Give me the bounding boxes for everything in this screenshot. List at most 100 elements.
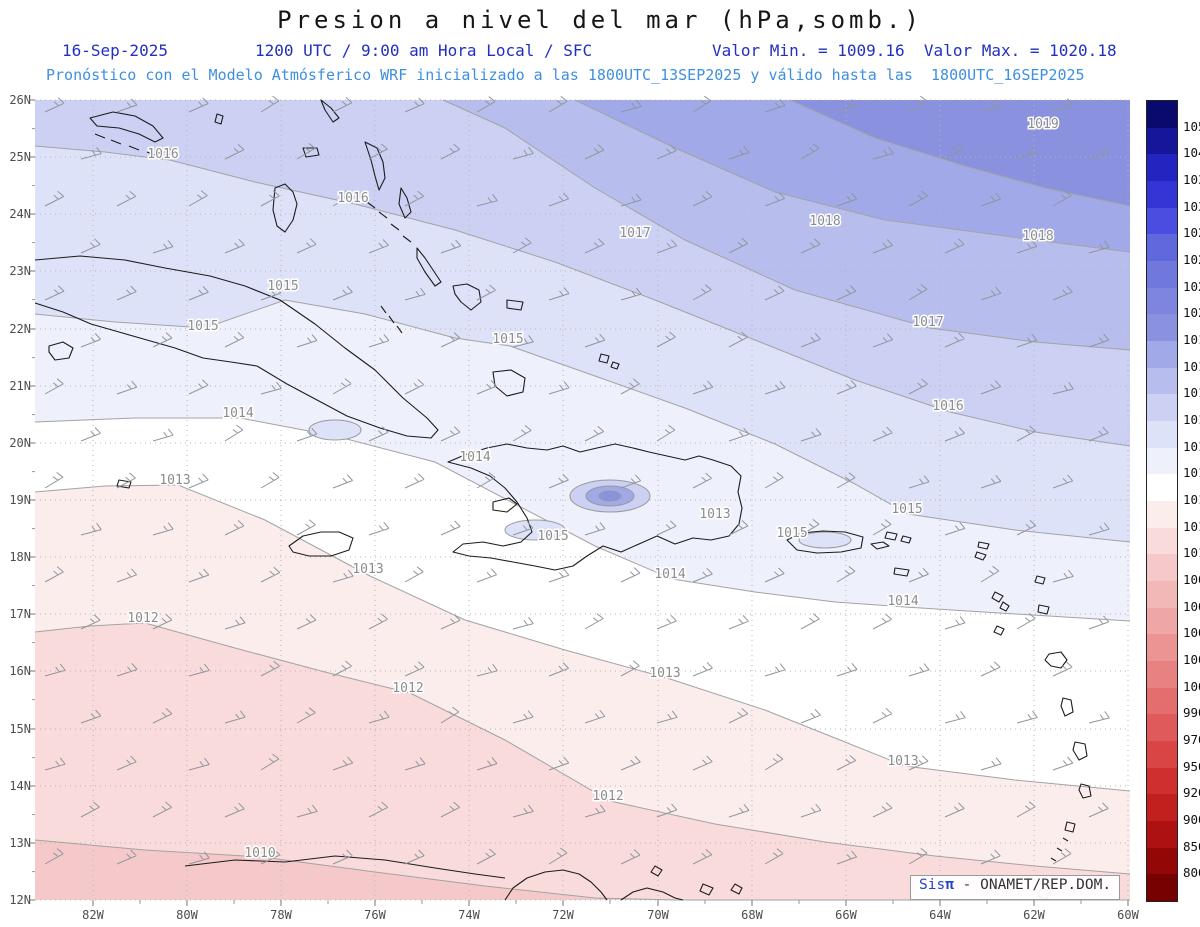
coast-isla-juventud <box>48 341 74 361</box>
page-title: Presion a nivel del mar (hPa,somb.) <box>277 6 923 34</box>
isobar-value-labels: 1016 1016 1017 1018 1019 1018 1015 1015 1015 1017… <box>126 116 1060 863</box>
lon-label: 66W <box>835 908 857 922</box>
colorbar-tick-label: 1025 <box>1183 252 1200 267</box>
colorbar-tick-label: 1022 <box>1183 279 1200 294</box>
header-min-max: Valor Min. = 1009.16 Valor Max. = 1020.1… <box>712 41 1117 60</box>
pressure-map: 1016 1016 1017 1018 1019 1018 1015 1015 1015 1017… <box>9 95 1139 922</box>
coast-st-lucia <box>1078 783 1092 799</box>
contour-label: 1019 <box>1027 117 1058 132</box>
coastlines <box>34 99 1092 901</box>
colorbar-tick-label: 1016 <box>1183 412 1200 427</box>
colorbar <box>1146 100 1178 902</box>
coast-puerto-rico <box>786 530 864 554</box>
colorbar-cell <box>1147 394 1177 421</box>
coast-montserrat <box>993 625 1005 636</box>
contour-label: 1016 <box>932 399 963 414</box>
contour-label: 1017 <box>619 226 650 241</box>
contour-label: 1012 <box>127 611 158 626</box>
colorbar-cell <box>1147 501 1177 528</box>
coast-grenadines <box>1050 837 1069 862</box>
brand-suffix: - ONAMET/REP.DOM. <box>953 877 1112 893</box>
colorbar-tick-label: 1012 <box>1183 519 1200 534</box>
coast-dominica <box>1060 697 1074 717</box>
colorbar-cell <box>1147 181 1177 208</box>
lon-label: 82W <box>82 908 104 922</box>
lat-label: 23N <box>9 264 31 278</box>
lat-label: 20N <box>9 436 31 450</box>
colorbar-cell <box>1147 554 1177 581</box>
contour-label: 1014 <box>654 567 685 582</box>
latlon-grid <box>35 99 1130 901</box>
contour-label: 1012 <box>392 681 423 696</box>
coast-cat-island <box>398 187 412 219</box>
colorbar-tick-label: 850 <box>1183 839 1200 854</box>
colorbar-cell <box>1147 368 1177 394</box>
colorbar-tick-label: 1008 <box>1183 572 1200 587</box>
brand-sis: Sis <box>919 877 946 893</box>
lon-label: 80W <box>176 908 198 922</box>
contour-label: 1013 <box>159 473 190 488</box>
contour-label: 1015 <box>187 319 218 334</box>
coast-abaco <box>320 99 340 123</box>
lon-label: 60W <box>1117 908 1139 922</box>
colorbar-cell <box>1147 634 1177 661</box>
lat-label: 15N <box>9 722 31 736</box>
contour-label: 1016 <box>147 147 178 162</box>
lat-label: 18N <box>9 550 31 564</box>
colorbar-cell <box>1147 288 1177 314</box>
colorbar-tick-label: 1019 <box>1183 332 1200 347</box>
contour-label: 1018 <box>809 214 840 229</box>
colorbar-tick-label: 1035 <box>1183 172 1200 187</box>
wind-barbs <box>44 95 1110 865</box>
colorbar-cell <box>1147 581 1177 608</box>
coast-gonave <box>492 497 518 513</box>
colorbar-tick-label: 1020 <box>1183 305 1200 320</box>
colorbar-cell <box>1147 448 1177 474</box>
contour-label: 1013 <box>649 666 680 681</box>
coast-florida-keys <box>94 133 158 157</box>
contour-label: 1013 <box>887 754 918 769</box>
coast-exuma-cays <box>366 201 412 243</box>
contour-label: 1013 <box>352 562 383 577</box>
lat-label: 25N <box>9 150 31 164</box>
header-time: 1200 UTC / 9:00 am Hora Local / SFC <box>255 41 593 60</box>
coast-jamaica <box>288 531 354 557</box>
coast-hispaniola <box>447 443 743 571</box>
colorbar-tick-label: 1050 <box>1183 119 1200 134</box>
contour-label: 1016 <box>337 191 368 206</box>
coast-st-kitts-nevis <box>991 591 1010 612</box>
axis-labels: 26N 25N 24N 23N 22N 21N 20N 19N 18N 17N 16N 15N 14N 1… <box>9 95 1139 922</box>
coast-great-inagua <box>492 369 526 397</box>
colorbar-cell <box>1147 608 1177 634</box>
lon-label: 62W <box>1023 908 1045 922</box>
colorbar-cell <box>1147 661 1177 688</box>
lat-label: 26N <box>9 95 31 107</box>
coast-martinique <box>1072 741 1088 761</box>
colorbar-tick-label: 1004 <box>1183 625 1200 640</box>
coast-venezuela-coast <box>620 887 684 901</box>
colorbar-tick-label: 1018 <box>1183 359 1200 374</box>
colorbar-tick-label: 1013 <box>1183 492 1200 507</box>
lon-label: 68W <box>741 908 763 922</box>
contour-label: 1017 <box>912 315 943 330</box>
contour-label: 1015 <box>267 279 298 294</box>
coast-curacao <box>699 883 714 896</box>
coast-anguilla-st-martin <box>974 541 990 561</box>
colorbar-tick-label: 990 <box>1183 705 1200 720</box>
colorbar-tick-label: 1014 <box>1183 465 1200 480</box>
contour-label: 1014 <box>887 594 918 609</box>
coast-guajira-peninsula <box>504 869 608 901</box>
coast-colombia-coast <box>184 855 506 879</box>
colorbar-cell <box>1147 688 1177 714</box>
colorbar-tick-label: 1002 <box>1183 652 1200 667</box>
lon-label: 74W <box>458 908 480 922</box>
colorbar-cell <box>1147 821 1177 848</box>
colorbar-cell <box>1147 234 1177 261</box>
colorbar-cell <box>1147 528 1177 554</box>
colorbar-cell <box>1147 794 1177 821</box>
coast-guadeloupe <box>1044 651 1068 669</box>
colorbar-cell <box>1147 768 1177 794</box>
coast-antigua <box>1037 604 1050 615</box>
lat-label: 19N <box>9 493 31 507</box>
coast-mayaguana <box>506 299 524 311</box>
